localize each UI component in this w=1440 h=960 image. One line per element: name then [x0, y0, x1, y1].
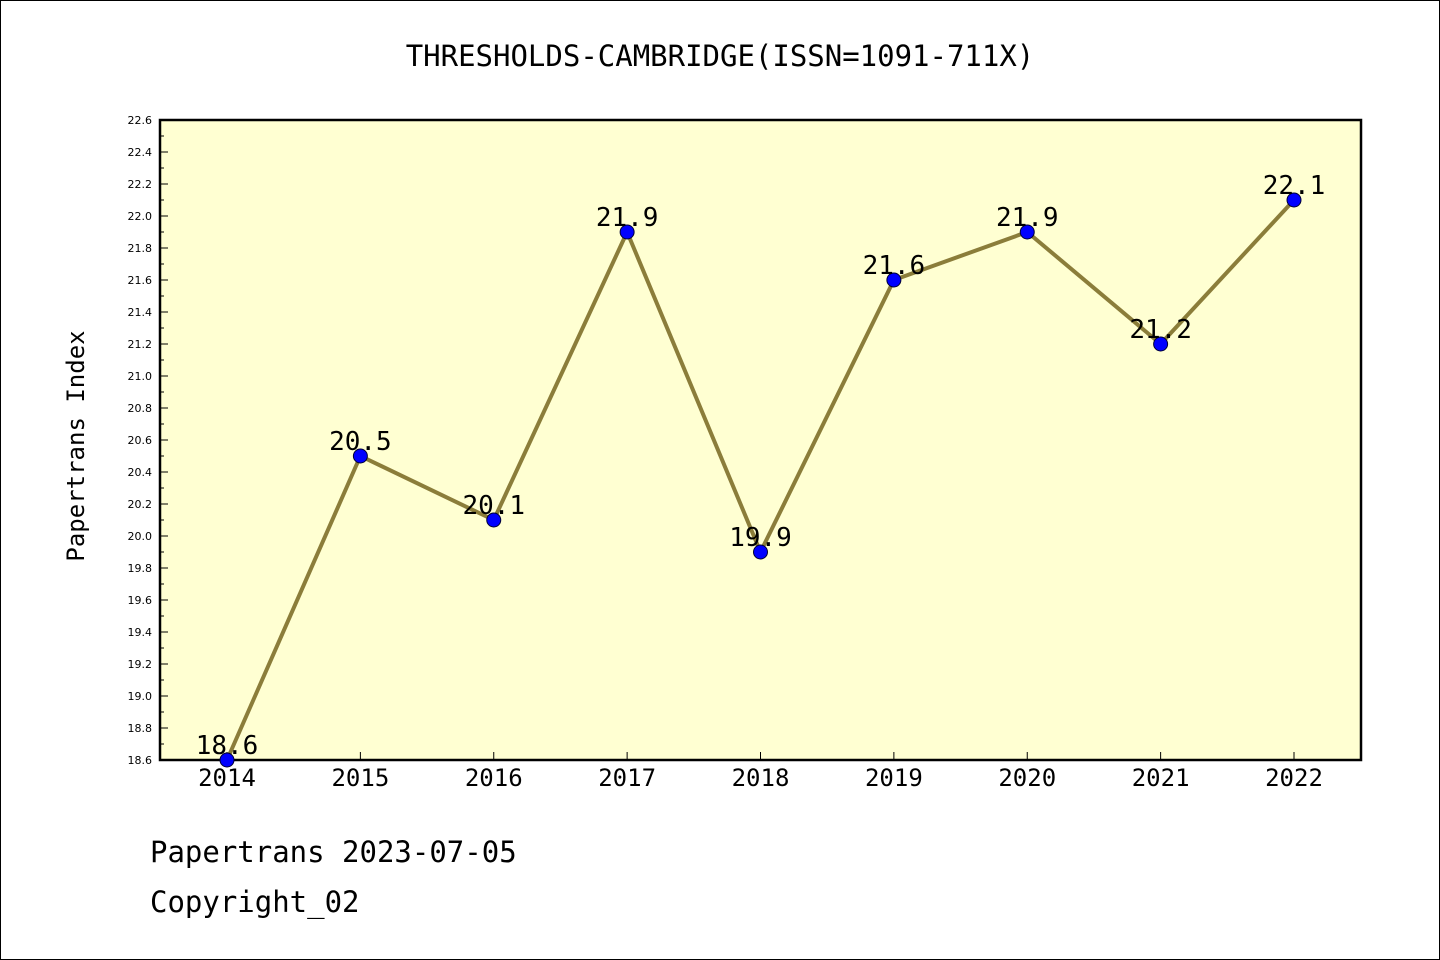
- x-tick-label: 2019: [865, 764, 923, 792]
- y-tick-label: 20.6: [128, 434, 153, 447]
- y-tick-label: 22.6: [128, 114, 153, 127]
- x-tick-label: 2021: [1132, 764, 1190, 792]
- data-point: [1286, 192, 1302, 208]
- y-tick-label: 21.2: [128, 338, 153, 351]
- y-tick-label: 21.0: [128, 370, 153, 383]
- data-label: 18.6: [196, 731, 259, 761]
- y-tick-label: 18.8: [128, 722, 153, 735]
- y-tick-label: 19.6: [128, 594, 153, 607]
- data-label: 22.1: [1263, 171, 1326, 201]
- data-label: 21.9: [596, 203, 659, 233]
- x-tick-label: 2017: [598, 764, 656, 792]
- y-tick-label: 20.2: [128, 498, 153, 511]
- series-markers: [219, 192, 1302, 768]
- y-axis-label: Papertrans Index: [62, 330, 90, 561]
- x-tick-label: 2020: [998, 764, 1056, 792]
- y-tick-label: 20.0: [128, 530, 153, 543]
- data-point: [619, 224, 635, 240]
- data-label: 20.5: [329, 427, 392, 457]
- y-tick-label: 19.8: [128, 562, 153, 575]
- data-point: [486, 512, 502, 528]
- chart-title: THRESHOLDS-CAMBRIDGE(ISSN=1091-711X): [406, 39, 1035, 73]
- data-point: [1019, 224, 1035, 240]
- x-tick-label: 2015: [331, 764, 389, 792]
- x-tick-label: 2022: [1265, 764, 1323, 792]
- y-tick-label: 22.0: [128, 210, 153, 223]
- data-label: 21.9: [996, 203, 1059, 233]
- y-tick-label: 21.6: [128, 274, 153, 287]
- data-point: [753, 544, 768, 560]
- data-labels: 18.6 20.5 20.1 21.9 19.9 21.6 21.9 21.2 22.1: [196, 171, 1326, 761]
- x-axis: 2014 2015 2016 2017 2018 2019 2020 2021 2022: [198, 752, 1323, 792]
- x-tick-label: 2016: [465, 764, 523, 792]
- y-tick-label: 22.4: [128, 146, 153, 159]
- plot-area: [158, 118, 1363, 762]
- y-tick-label: 19.0: [128, 690, 153, 703]
- y-axis: 18.6 18.8 19.0 19.2 19.4 19.6 19.8 20.0 20.2 20.4…: [128, 114, 168, 767]
- data-label: 21.2: [1129, 315, 1192, 345]
- data-point: [352, 448, 368, 464]
- x-tick-label: 2018: [732, 764, 790, 792]
- data-point: [886, 272, 902, 288]
- y-tick-label: 22.2: [128, 178, 153, 191]
- data-point: [219, 752, 235, 768]
- y-tick-label: 21.4: [128, 306, 153, 319]
- y-tick-label: 19.2: [128, 658, 153, 671]
- y-tick-label: 18.6: [128, 754, 153, 767]
- data-label: 20.1: [462, 491, 525, 521]
- data-label: 21.6: [863, 251, 926, 281]
- y-tick-label: 21.8: [128, 242, 153, 255]
- footer-date: Papertrans 2023-07-05: [150, 835, 517, 869]
- x-tick-label: 2014: [198, 764, 256, 792]
- data-label: 19.9: [729, 523, 792, 553]
- footer-copyright: Copyright_02: [150, 885, 360, 919]
- y-tick-label: 19.4: [128, 626, 153, 639]
- data-point: [1153, 336, 1169, 352]
- y-tick-label: 20.8: [128, 402, 153, 415]
- y-tick-label: 20.4: [128, 466, 153, 479]
